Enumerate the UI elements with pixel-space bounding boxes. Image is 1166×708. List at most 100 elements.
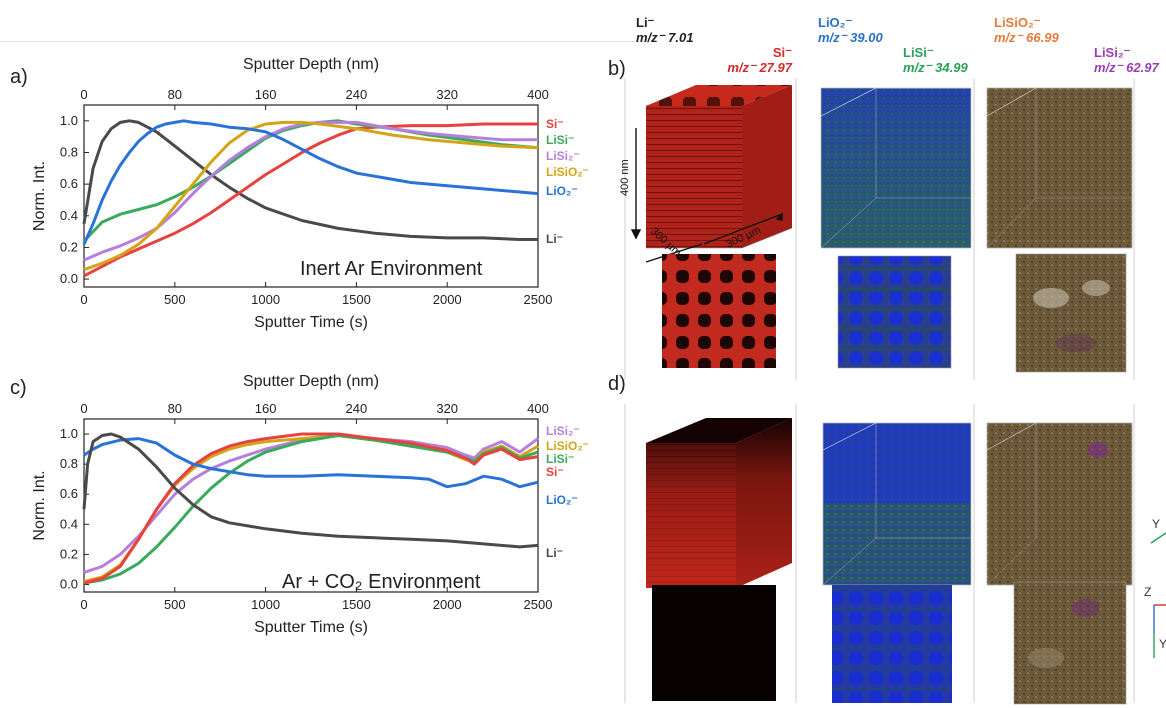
axis-triad-top — [1150, 532, 1166, 544]
y-tick-label: 0.4 — [60, 208, 78, 223]
x-tick-label: 0 — [80, 292, 87, 307]
legend-label-si: Si⁻ — [546, 117, 564, 131]
mz-value: m/z⁻ 66.99 — [994, 30, 1059, 45]
panel-label: c) — [10, 377, 27, 399]
y-tick-label: 0.6 — [60, 176, 78, 191]
y-tick-label: 0.8 — [60, 456, 78, 471]
y-tick-label: 1.0 — [60, 426, 78, 441]
top-axis-label: Sputter Depth (nm) — [243, 373, 379, 390]
ion-name: LiO₂⁻ — [818, 15, 853, 30]
mz-value: m/z⁻ 34.99 — [903, 60, 968, 75]
x-tick-label: 500 — [164, 597, 186, 612]
legend-label-si: Si⁻ — [546, 465, 564, 479]
cube-lisi2-d — [986, 422, 1133, 586]
mz-value: m/z⁻ 39.00 — [818, 30, 883, 45]
axis-y-label-bottom: Y — [1159, 637, 1166, 651]
y-tick-label: 0.2 — [60, 546, 78, 561]
legend-label-lisi: LiSi⁻ — [546, 452, 574, 466]
top-tick-label: 80 — [168, 401, 182, 416]
series-line-lisi2 — [83, 120, 538, 262]
legend-label-lio2: LiO₂⁻ — [546, 184, 578, 198]
y-tick-label: 0.2 — [60, 239, 78, 254]
tile-lio2-d — [832, 585, 952, 703]
plot-frame — [83, 104, 539, 288]
top-tick-label: 400 — [527, 401, 549, 416]
y-tick-label: 0.8 — [60, 144, 78, 159]
top-tick-label: 160 — [255, 87, 277, 102]
environment-annotation: Ar + CO₂ Environment — [282, 571, 481, 593]
x-tick-label: 0 — [80, 597, 87, 612]
legend-label-lio2: LiO₂⁻ — [546, 493, 578, 507]
top-axis-label: Sputter Depth (nm) — [243, 56, 379, 73]
top-tick-label: 400 — [527, 87, 549, 102]
series-line-si — [83, 122, 538, 278]
cube-lio2-d — [822, 422, 972, 586]
series-line-lisi — [83, 434, 539, 585]
series-line-lisio2 — [83, 120, 539, 272]
y-tick-label: 1.0 — [60, 113, 78, 128]
y-tick-label: 0.0 — [60, 271, 78, 286]
depth-dim-label: 400 nm — [619, 159, 631, 196]
top-tick-label: 320 — [436, 401, 458, 416]
mz-value: m/z⁻ 7.01 — [636, 30, 694, 45]
legend-label-lisi2: LiSi₂⁻ — [546, 424, 580, 438]
x-tick-label: 2000 — [433, 597, 462, 612]
ion-name: Li⁻ — [636, 15, 655, 30]
y-tick-label: 0.4 — [60, 516, 78, 531]
species-label-lisi2: LiSi₂⁻ m/z⁻ 62.97 — [1094, 45, 1159, 75]
tile-lisi2-d — [1013, 581, 1127, 705]
species-label-li: Li⁻ m/z⁻ 7.01 — [636, 15, 693, 45]
tile-si-d — [652, 585, 776, 701]
x-tick-label: 2000 — [433, 292, 462, 307]
ion-name: LiSi₂⁻ — [1094, 45, 1131, 60]
top-divider-line — [0, 41, 640, 42]
y-axis-label: Norm. Int. — [31, 470, 48, 540]
series-line-li — [82, 119, 538, 241]
top-tick-label: 240 — [346, 401, 368, 416]
y-tick-label: 0.6 — [60, 486, 78, 501]
top-tick-label: 0 — [80, 401, 87, 416]
species-label-lio2: LiO₂⁻ m/z⁻ 39.00 — [818, 15, 883, 45]
series-line-si — [83, 432, 539, 585]
x-axis-label: Sputter Time (s) — [254, 314, 368, 331]
panel-label-b: b) — [608, 58, 626, 80]
top-tick-label: 0 — [80, 87, 87, 102]
x-tick-label: 1000 — [251, 597, 280, 612]
top-tick-label: 160 — [255, 401, 277, 416]
y-axis-label: Norm. Int. — [31, 161, 48, 231]
top-tick-label: 320 — [436, 87, 458, 102]
series-line-li — [82, 432, 539, 549]
ion-name: LiSiO₂⁻ — [994, 15, 1041, 30]
tile-si-b — [662, 254, 776, 368]
legend-label-li: Li⁻ — [546, 232, 563, 246]
axis-triad-bottom — [1153, 604, 1166, 658]
environment-annotation: Inert Ar Environment — [300, 258, 483, 280]
series-line-lio2 — [82, 119, 539, 245]
legend-label-lisio2: LiSiO₂⁻ — [546, 439, 589, 453]
x-tick-label: 1500 — [342, 597, 371, 612]
chart-a: a) Sputter Depth (nm) 0 80 160 240 320 400 0 500 1… — [10, 56, 589, 331]
mz-value: m/z⁻ 27.97 — [727, 60, 792, 75]
mz-value: m/z⁻ 62.97 — [1094, 60, 1159, 75]
tile-lisi2-b — [1015, 253, 1127, 373]
y-tick-label: 0.0 — [60, 576, 78, 591]
tile-lio2-b — [838, 256, 951, 368]
x-tick-label: 2500 — [524, 292, 553, 307]
cube-lio2-b — [820, 87, 972, 249]
species-label-si: Si⁻ m/z⁻ 27.97 — [722, 45, 792, 75]
ion-name: Si⁻ — [772, 45, 792, 60]
plot-frame — [83, 418, 539, 593]
legend-label-li: Li⁻ — [546, 546, 563, 560]
x-tick-label: 1500 — [342, 292, 371, 307]
cube-lisi2-b — [986, 87, 1133, 249]
cube-si-b — [646, 85, 793, 249]
axis-y-label-top: Y — [1152, 517, 1160, 531]
cube-si-d — [646, 418, 792, 588]
top-tick-label: 80 — [168, 87, 182, 102]
top-tick-label: 240 — [346, 87, 368, 102]
x-tick-label: 500 — [164, 292, 186, 307]
x-tick-label: 1000 — [251, 292, 280, 307]
panel-label-d: d) — [608, 373, 626, 395]
species-label-lisio2: LiSiO₂⁻ m/z⁻ 66.99 — [994, 15, 1059, 45]
legend-label-lisi2: LiSi₂⁻ — [546, 149, 580, 163]
